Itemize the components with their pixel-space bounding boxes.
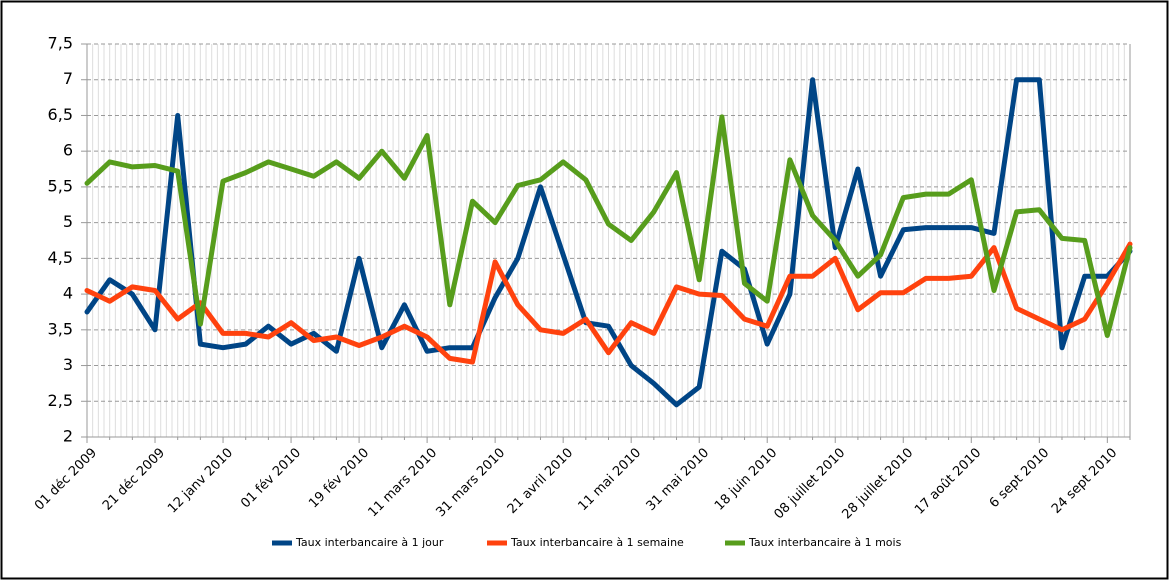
legend-label: Taux interbancaire à 1 semaine: [510, 536, 684, 549]
y-tick-label: 3,5: [48, 319, 73, 338]
y-tick-label: 4,5: [48, 248, 73, 267]
y-tick-label: 6,5: [48, 105, 73, 124]
y-tick-label: 2,5: [48, 391, 73, 410]
y-tick-label: 4: [63, 284, 73, 303]
y-tick-label: 7,5: [48, 34, 73, 53]
y-tick-label: 5,5: [48, 176, 73, 195]
line-series: [84, 241, 1133, 365]
y-tick-label: 6: [63, 141, 73, 160]
y-tick-label: 3: [63, 355, 73, 374]
legend-label: Taux interbancaire à 1 jour: [295, 536, 444, 549]
y-tick-label: 2: [63, 427, 73, 446]
line-series: [84, 114, 1133, 338]
y-tick-label: 7: [63, 69, 73, 88]
line-series: [84, 77, 1133, 408]
y-tick-label: 5: [63, 212, 73, 231]
legend-label: Taux interbancaire à 1 mois: [748, 536, 902, 549]
